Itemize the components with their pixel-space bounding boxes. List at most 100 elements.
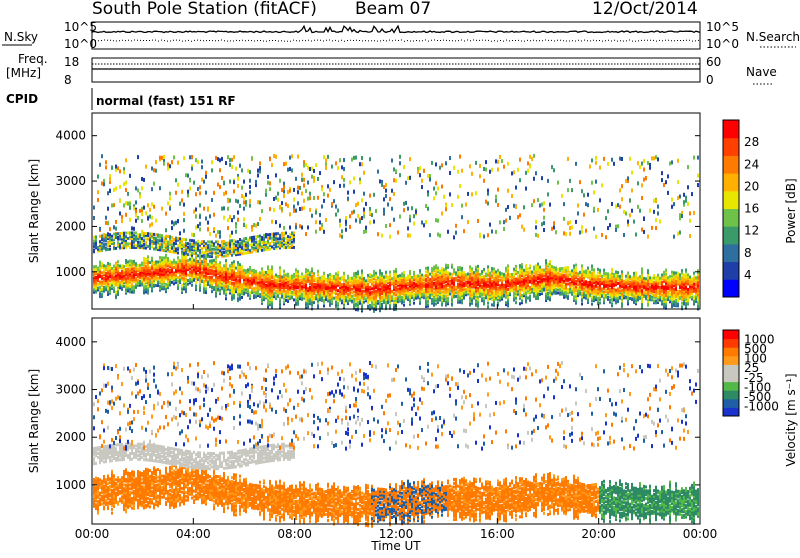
power-cell [333,278,335,282]
power-cell [369,291,371,295]
power-cell [525,186,527,191]
power-cell [143,291,145,295]
power-cell [263,283,265,287]
power-cell [197,265,199,269]
power-cell [531,270,533,274]
power-cell [433,291,435,295]
power-cell [365,279,367,283]
power-cell [193,209,195,214]
power-cell [187,173,189,178]
power-cell [317,271,319,275]
power-cell [349,296,351,300]
power-cell [391,295,393,299]
power-cell [207,220,209,225]
power-cell [155,274,157,278]
power-cell [217,275,219,279]
power-cell [289,275,291,279]
power-cell [101,265,103,269]
power-cell [97,197,99,202]
power-cell [323,273,325,277]
power-cell [177,251,179,255]
power-cell [159,235,161,239]
power-cell [261,289,263,293]
power-cell [269,157,271,162]
power-cell [119,235,121,239]
power-cell [491,229,493,234]
power-cell [189,257,191,261]
power-cell [297,290,299,294]
power-cell [279,275,281,279]
power-cell [341,290,343,294]
power-cell [541,202,543,207]
power-cell [351,296,353,300]
power-cell [125,201,127,206]
power-cell [137,283,139,287]
power-cell [241,168,243,173]
power-cell [527,271,529,275]
power-cell [287,294,289,298]
power-cell [249,265,251,269]
power-cell [181,250,183,254]
power-cell [101,276,103,280]
power-cell [173,250,175,254]
power-cell [145,290,147,294]
power-cell [109,270,111,274]
power-cell [165,238,167,242]
power-cell [121,246,123,250]
power-cell [173,271,175,275]
power-cell [267,180,269,185]
power-cell [125,258,127,262]
power-cell [307,269,309,273]
power-cell [145,281,147,285]
power-cell [275,297,277,301]
power-cell [363,214,365,219]
power-cell [301,277,303,281]
power-cell [327,283,329,287]
power-cell [307,279,309,283]
power-cell [515,204,517,209]
power-cell [155,238,157,242]
power-cell [249,291,251,295]
power-cell [231,218,233,223]
power-cell [323,198,325,203]
power-cell [287,244,289,248]
power-cell [117,267,119,271]
power-cell [343,295,345,299]
power-cell [167,247,169,251]
power-cell [189,155,191,160]
power-cell [181,267,183,271]
power-cell [243,290,245,294]
power-cell [241,285,243,289]
power-cell [185,262,187,266]
power-cell [307,270,309,274]
power-cell [295,268,297,272]
power-cell [153,266,155,270]
power-cell [311,283,313,287]
power-cell [321,289,323,293]
power-cell [317,298,319,302]
power-cell [119,237,121,241]
power-cell [285,293,287,297]
power-cell [129,274,131,278]
power-cell [233,189,235,194]
power-cell [209,281,211,285]
power-cell [177,244,179,248]
power-cell [137,233,139,237]
power-cell [317,277,319,281]
power-cell [251,276,253,280]
power-cell [305,282,307,286]
power-cell [271,287,273,291]
power-cell [293,285,295,289]
power-cell [247,245,249,249]
power-cell [291,296,293,300]
power-cell [219,234,221,239]
power-cell [207,245,209,249]
power-cell [269,247,271,251]
power-cell [251,243,253,247]
power-cell [211,160,213,165]
power-cell [119,169,121,174]
power-cell [295,176,297,181]
power-cell [267,283,269,287]
power-cell [369,303,371,307]
power-cell [233,262,235,266]
